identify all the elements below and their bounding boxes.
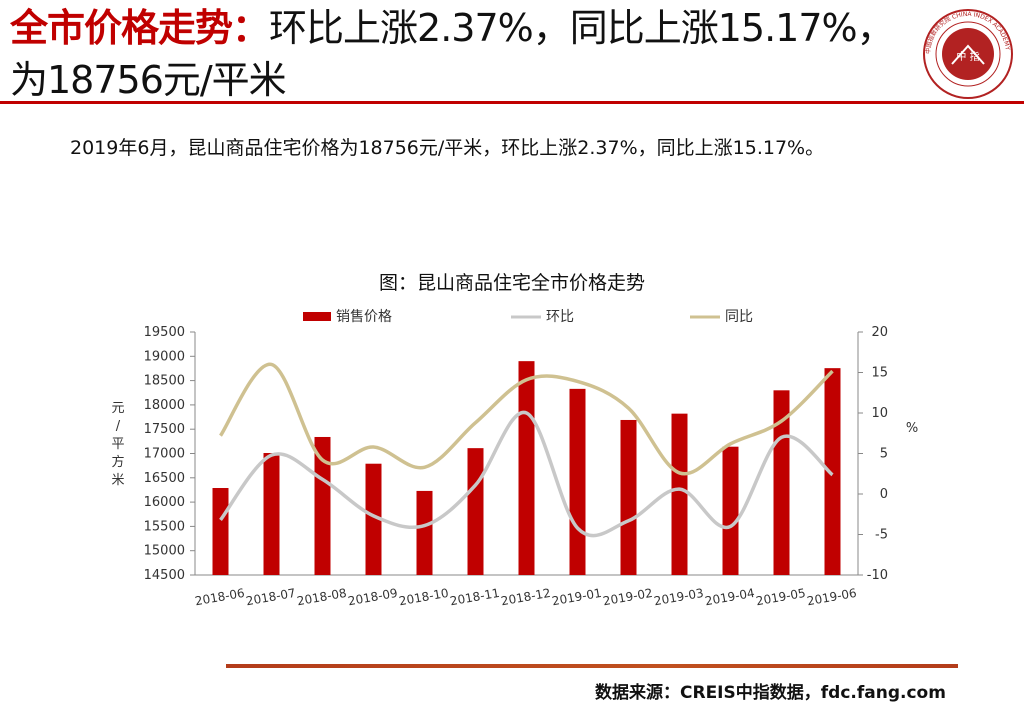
x-tick-label: 2018-11 [449, 586, 501, 608]
y-left-tick-label: 18500 [144, 374, 185, 389]
china-index-academy-logo: 中 指 中国指数研究院 CHINA INDEX ACADEMY [923, 9, 1013, 99]
y-left-tick-label: 14500 [144, 568, 185, 583]
y-left-tick-label: 16500 [144, 471, 185, 486]
page-title: 全市价格走势：环比上涨2.37%，同比上涨15.17%，为18756元/平米 [10, 2, 910, 106]
x-tick-label: 2019-06 [806, 586, 858, 608]
x-tick-label: 2019-04 [704, 586, 756, 608]
legend-label-mom: 环比 [546, 309, 574, 325]
bar-price-2019-06 [824, 368, 841, 575]
bar-price-2019-01 [569, 388, 586, 575]
y-right-tick-label: -10 [867, 568, 888, 583]
x-tick-label: 2019-03 [653, 586, 705, 608]
x-tick-label: 2019-05 [755, 586, 807, 608]
page-title-rest: 环比上涨2.37%，同比上涨15.17%，为18756元/平米 [10, 6, 895, 102]
y-right-tick-label: 20 [871, 325, 888, 340]
y-right-tick-label: 15 [871, 366, 888, 381]
page-title-highlight: 全市价格走势： [10, 6, 270, 50]
y-left-tick-label: 15500 [144, 519, 185, 534]
x-tick-label: 2019-02 [602, 586, 654, 608]
x-tick-label: 2018-06 [194, 586, 246, 608]
y-left-axis-title: 元/平方米 [111, 401, 124, 488]
y-left-tick-label: 15000 [144, 544, 185, 559]
bar-price-2018-10 [416, 490, 433, 575]
y-right-tick-label: 10 [871, 406, 888, 421]
y-left-tick-label: 18000 [144, 398, 185, 413]
y-left-tick-label: 19500 [144, 325, 185, 340]
bar-price-2018-06 [212, 488, 229, 575]
bar-price-2019-03 [671, 413, 688, 575]
bar-price-2018-08 [314, 436, 331, 575]
y-left-tick-label: 17500 [144, 422, 185, 437]
bar-price-2018-11 [467, 448, 484, 575]
y-right-tick-label: 0 [880, 487, 888, 502]
legend-label-yoy: 同比 [725, 309, 753, 325]
title-divider [0, 101, 1024, 104]
series-line-yoy [219, 362, 834, 476]
x-tick-label: 2018-09 [347, 586, 399, 608]
logo-center-text: 中 指 [956, 50, 979, 63]
y-left-tick-label: 19000 [144, 349, 185, 364]
bar-price-2018-07 [263, 453, 280, 575]
y-right-axis-title: % [906, 421, 918, 436]
footer-divider [226, 664, 958, 668]
chart-title: 图：昆山商品住宅全市价格走势 [378, 272, 645, 294]
bar-price-2019-02 [620, 419, 637, 575]
svg-text:元/平方米: 元/平方米 [111, 401, 124, 488]
series-line-mom [219, 410, 834, 538]
x-tick-label: 2018-10 [398, 586, 450, 608]
y-right-tick-label: 5 [880, 447, 888, 462]
x-tick-label: 2018-07 [245, 586, 297, 608]
legend-swatch-price [303, 312, 331, 321]
summary-text: 2019年6月，昆山商品住宅价格为18756元/平米，环比上涨2.37%，同比上… [70, 137, 825, 159]
legend-label-price: 销售价格 [336, 309, 392, 325]
x-tick-label: 2018-08 [296, 586, 348, 608]
bar-price-2019-04 [722, 446, 739, 575]
y-left-tick-label: 16000 [144, 495, 185, 510]
x-tick-label: 2019-01 [551, 586, 603, 608]
bar-price-2018-09 [365, 463, 382, 575]
y-right-tick-label: -5 [875, 528, 888, 543]
bar-price-2018-12 [518, 361, 535, 575]
price-trend-chart: 销售价格 环比 同比 元/平方米 % 14500 15000 15500 16000 1… [111, 309, 918, 608]
y-left-tick-label: 17000 [144, 447, 185, 462]
x-tick-label: 2018-12 [500, 586, 552, 608]
data-source: 数据来源：CREIS中指数据，fdc.fang.com [595, 683, 946, 703]
